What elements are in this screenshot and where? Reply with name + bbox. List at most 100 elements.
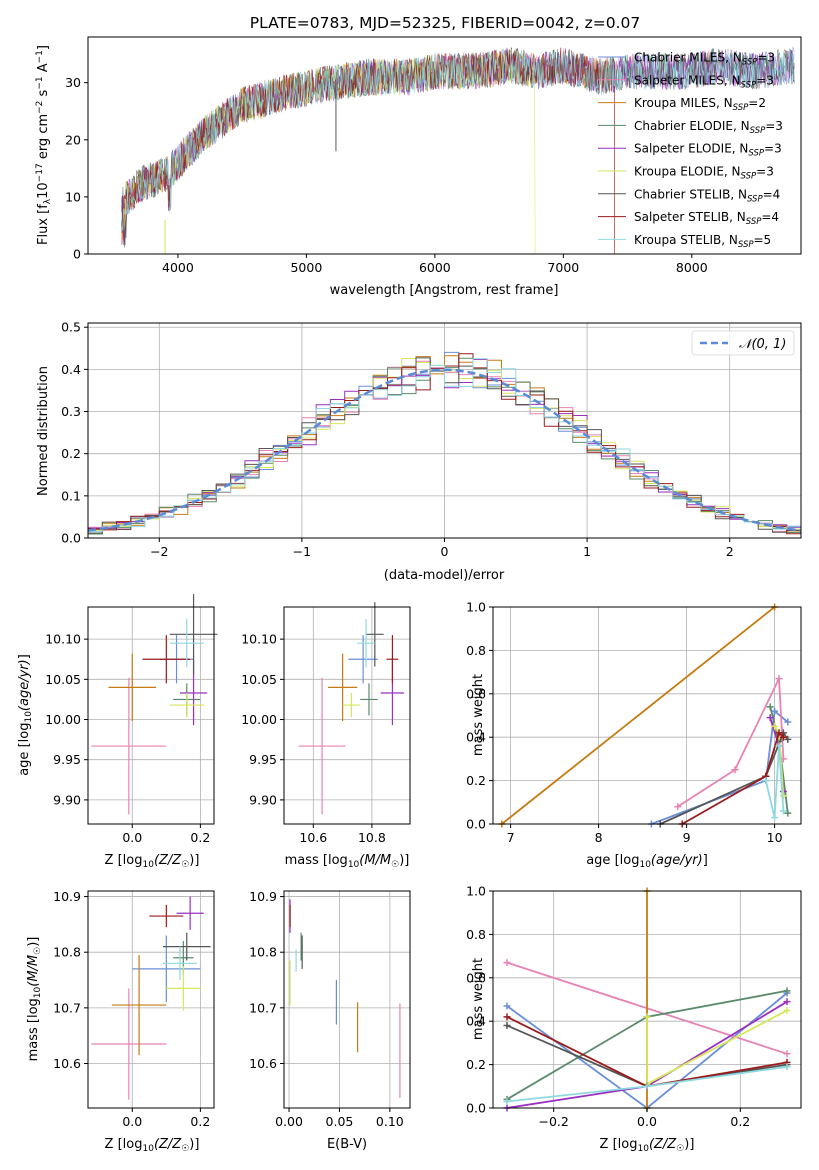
- mass-vs-Z-plot-area: [88, 891, 214, 1108]
- weight-vs-Z-xlabel: Z [log10(Z/Z☉)]: [600, 1137, 695, 1154]
- weight-vs-Z-marker: [783, 998, 791, 1006]
- weight-vs-age-marker: [762, 777, 770, 785]
- weight-vs-age-series-line: [681, 731, 785, 825]
- weight-vs-age-marker: [775, 675, 783, 683]
- residuals-xtick-label: −2: [150, 544, 168, 559]
- residuals-ytick-label: 0.0: [61, 531, 81, 546]
- weight-vs-Z-plot-area: [493, 887, 801, 1112]
- residuals-xtick-label: 2: [726, 544, 734, 559]
- weight-vs-age-series-line: [501, 606, 776, 825]
- age-vs-Z-ylabel: age [log10(age/yr)]: [17, 654, 34, 776]
- age-vs-mass-ticks: 10.6 10.8 9.90 9.95 10.00 10.05 10.10: [241, 632, 386, 845]
- residuals-histogram: [87, 358, 801, 538]
- weight-vs-age-series-line: [764, 745, 785, 818]
- age-vs-Z-panel: 0.0 0.2 9.90 9.95 10.00 10.05 10.10 Z [log10(Z…: [17, 594, 218, 870]
- weight-vs-age-xlabel: age [log10(age/yr)]: [586, 853, 708, 870]
- residuals-ytick-label: 0.5: [61, 320, 81, 335]
- residuals-xtick-label: 0: [441, 544, 449, 559]
- mass-vs-ebv-panel: 0.00 0.05 0.10 10.6 10.7 10.8 10.9 E(B-V): [249, 889, 411, 1152]
- spectrum-xtick-label: 7000: [547, 260, 579, 275]
- spectrum-legend: Chabrier MILES, NSSP=3 Salpeter MILES, NS…: [598, 51, 783, 250]
- spectrum-ytick-label: 10: [65, 189, 81, 204]
- mass-vs-ebv-ytick-label: 10.8: [249, 945, 277, 960]
- spectrum-xtick-label: 4000: [162, 260, 194, 275]
- age-vs-Z-ytick-label: 9.90: [53, 792, 81, 807]
- mass-vs-ebv-ytick-label: 10.7: [249, 1000, 277, 1015]
- weight-vs-age-marker: [779, 807, 787, 815]
- weight-vs-age-series-line: [651, 709, 789, 825]
- age-vs-mass-xtick-label: 10.6: [299, 830, 327, 845]
- gauss-curve: [87, 368, 802, 532]
- weight-vs-age-xtick-label: 7: [507, 830, 515, 845]
- spectrum-ylabel: Flux [fλ10−17 erg cm−2 s−1 A−1]: [35, 45, 53, 245]
- residuals-ytick-label: 0.4: [61, 362, 81, 377]
- weight-vs-Z-ticks: −0.2 0.0 0.2 0.0 0.2 0.4 0.6 0.8 1.0: [466, 884, 750, 1130]
- weight-vs-Z-marker: [503, 1097, 511, 1105]
- weight-vs-age-marker: [784, 809, 792, 817]
- weight-vs-Z-marker: [643, 1013, 651, 1021]
- weight-vs-age-marker: [771, 707, 779, 715]
- weight-vs-Z-marker: [783, 1050, 791, 1058]
- spectrum-legend-label: Chabrier ELODIE, NSSP=3: [634, 119, 783, 136]
- age-vs-Z-xlabel: Z [log10(Z/Z☉)]: [105, 853, 200, 870]
- mass-vs-Z-ticks: 0.0 0.2 10.6 10.7 10.8 10.9: [53, 889, 210, 1129]
- weight-vs-Z-ytick-label: 0.6: [466, 970, 486, 985]
- weight-vs-age-ylabel: mass weight: [471, 674, 486, 756]
- weight-vs-Z-ytick-label: 0.8: [466, 927, 486, 942]
- age-vs-mass-xtick-label: 10.8: [358, 830, 386, 845]
- spectrum-panel: 4000 5000 6000 7000 8000 0 10 20 30 wavelength […: [35, 36, 802, 298]
- weight-vs-Z-marker: [783, 987, 791, 995]
- mass-vs-ebv-xtick-label: 0.00: [275, 1114, 303, 1129]
- age-vs-mass-ytick-label: 10.05: [241, 672, 277, 687]
- weight-vs-age-ytick-label: 1.0: [466, 600, 486, 615]
- age-vs-mass-plot-area: [284, 602, 410, 824]
- age-vs-Z-ytick-label: 10.10: [45, 632, 81, 647]
- weight-vs-Z-ytick-label: 0.2: [466, 1057, 486, 1072]
- spectrum-legend-label: Kroupa STELIB, NSSP=5: [634, 233, 771, 250]
- residuals-ylabel: Normed distribution: [36, 366, 51, 496]
- spectrum-series-line: [121, 48, 795, 232]
- mass-vs-ebv-ticks: 0.00 0.05 0.10 10.6 10.7 10.8 10.9: [249, 889, 404, 1129]
- weight-vs-age-xtick-label: 8: [595, 830, 603, 845]
- age-vs-mass-ytick-label: 9.95: [249, 752, 277, 767]
- weight-vs-age-ytick-label: 0.2: [466, 773, 486, 788]
- weight-vs-age-marker: [766, 714, 774, 722]
- weight-vs-Z-marker: [643, 1082, 651, 1090]
- residuals-panel: −2 −1 0 1 2 0.0 0.1 0.2 0.3 0.4 0.5 (data-model)/e…: [36, 320, 802, 583]
- spectrum-ytick-label: 30: [65, 75, 81, 90]
- residuals-xtick-label: −1: [293, 544, 311, 559]
- weight-vs-age-marker: [784, 718, 792, 726]
- weight-vs-age-ytick-label: 0.4: [466, 730, 486, 745]
- age-vs-mass-xlabel: mass [log10(M/M☉)]: [285, 853, 410, 870]
- age-vs-Z-xtick-label: 0.2: [190, 830, 210, 845]
- age-vs-mass-ytick-label: 10.10: [241, 632, 277, 647]
- mass-vs-Z-ytick-label: 10.7: [53, 1000, 81, 1015]
- weight-vs-Z-marker: [783, 1063, 791, 1071]
- mass-vs-Z-ytick-label: 10.9: [53, 889, 81, 904]
- figure-title: PLATE=0783, MJD=52325, FIBERID=0042, z=0…: [250, 14, 640, 32]
- mass-vs-ebv-xtick-label: 0.05: [326, 1114, 354, 1129]
- weight-vs-Z-marker: [503, 1013, 511, 1021]
- weight-vs-Z-xtick-label: −0.2: [538, 1114, 568, 1129]
- spectrum-frame: [87, 36, 802, 255]
- spectrum-xtick-label: 8000: [676, 260, 708, 275]
- spectrum-legend-label: Chabrier STELIB, NSSP=4: [634, 187, 780, 204]
- residuals-xtick-label: 1: [583, 544, 591, 559]
- age-vs-Z-ytick-label: 10.05: [45, 672, 81, 687]
- gauss-legend-label: 𝒩(0, 1): [739, 337, 786, 352]
- residuals-legend: 𝒩(0, 1): [691, 330, 795, 356]
- weight-vs-age-marker: [784, 735, 792, 743]
- age-vs-mass-ytick-label: 9.90: [249, 792, 277, 807]
- weight-vs-age-ticks: 7 8 9 10 0.0 0.2 0.4 0.6 0.8 1.0: [466, 600, 782, 846]
- weight-vs-Z-marker: [503, 1022, 511, 1030]
- weight-vs-Z-ytick-label: 1.0: [466, 884, 486, 899]
- weight-vs-age-ytick-label: 0.6: [466, 686, 486, 701]
- weight-vs-Z-xtick-label: 0.2: [730, 1114, 750, 1129]
- mass-vs-Z-xtick-label: 0.2: [190, 1114, 210, 1129]
- spectrum-xlabel: wavelength [Angstrom, rest frame]: [330, 283, 559, 298]
- spectrum-plot-area: [121, 46, 795, 255]
- weight-vs-Z-panel: −0.2 0.0 0.2 0.0 0.2 0.4 0.6 0.8 1.0 Z [log10(Z/…: [466, 884, 802, 1154]
- weight-vs-age-marker: [779, 733, 787, 741]
- weight-vs-age-marker: [775, 729, 783, 737]
